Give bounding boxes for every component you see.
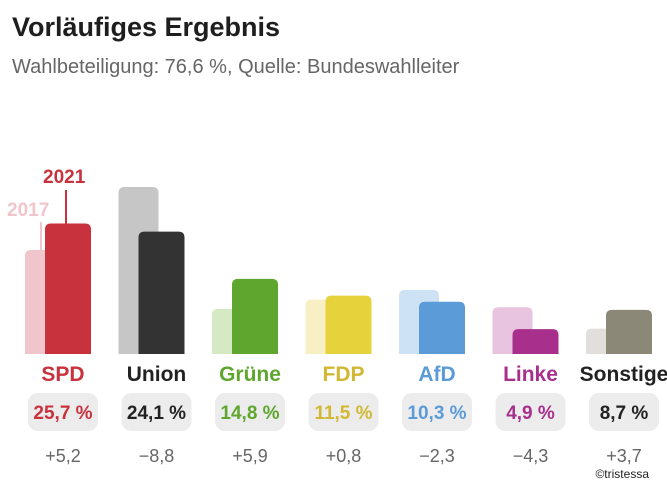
chart-title: Vorläufiges Ergebnis — [12, 12, 281, 42]
value-pill-fdp — [308, 393, 379, 431]
credit-label: ©tristessa — [595, 467, 649, 481]
change-label-sonstige: +3,7 — [606, 446, 642, 466]
bar-2021-union — [138, 231, 185, 354]
value-label-union: 24,1 % — [127, 403, 186, 424]
value-pill-sonstige — [589, 393, 659, 431]
value-label-gruene: 14,8 % — [220, 403, 279, 424]
category-label-fdp: FDP — [323, 363, 365, 386]
category-label-afd: AfD — [418, 363, 455, 386]
bar-2021-gruene — [232, 278, 278, 354]
category-label-linke: Linke — [503, 363, 558, 386]
change-label-union: −8,8 — [139, 446, 175, 466]
category-label-spd: SPD — [41, 363, 84, 386]
legend-label-2017: 2017 — [7, 200, 49, 221]
category-label-union: Union — [127, 363, 186, 386]
bar-2021-afd — [419, 301, 465, 354]
bar-2021-fdp — [325, 295, 372, 354]
value-label-afd: 10,3 % — [407, 403, 466, 424]
change-label-fdp: +0,8 — [326, 446, 362, 466]
change-label-spd: +5,2 — [45, 446, 81, 466]
chart-subtitle: Wahlbeteiligung: 76,6 %, Quelle: Bundesw… — [12, 56, 460, 78]
value-label-fdp: 11,5 % — [314, 403, 372, 424]
value-pill-spd — [28, 393, 98, 431]
value-pill-gruene — [215, 393, 285, 431]
value-label-linke: 4,9 % — [506, 403, 555, 424]
legend-label-2021: 2021 — [43, 167, 86, 188]
value-label-spd: 25,7 % — [33, 403, 92, 424]
value-pill-union — [121, 393, 192, 431]
bar-2021-linke — [512, 329, 559, 354]
bar-2021-spd — [45, 223, 91, 354]
change-label-afd: −2,3 — [419, 446, 455, 466]
value-pill-linke — [495, 393, 566, 431]
value-label-sonstige: 8,7 % — [600, 403, 649, 424]
category-label-gruene: Grüne — [219, 363, 281, 386]
value-pill-afd — [402, 393, 472, 431]
category-label-sonstige: Sonstige — [580, 363, 667, 386]
bar-2021-sonstige — [606, 309, 652, 354]
change-label-linke: −4,3 — [513, 446, 549, 466]
change-label-gruene: +5,9 — [232, 446, 268, 466]
